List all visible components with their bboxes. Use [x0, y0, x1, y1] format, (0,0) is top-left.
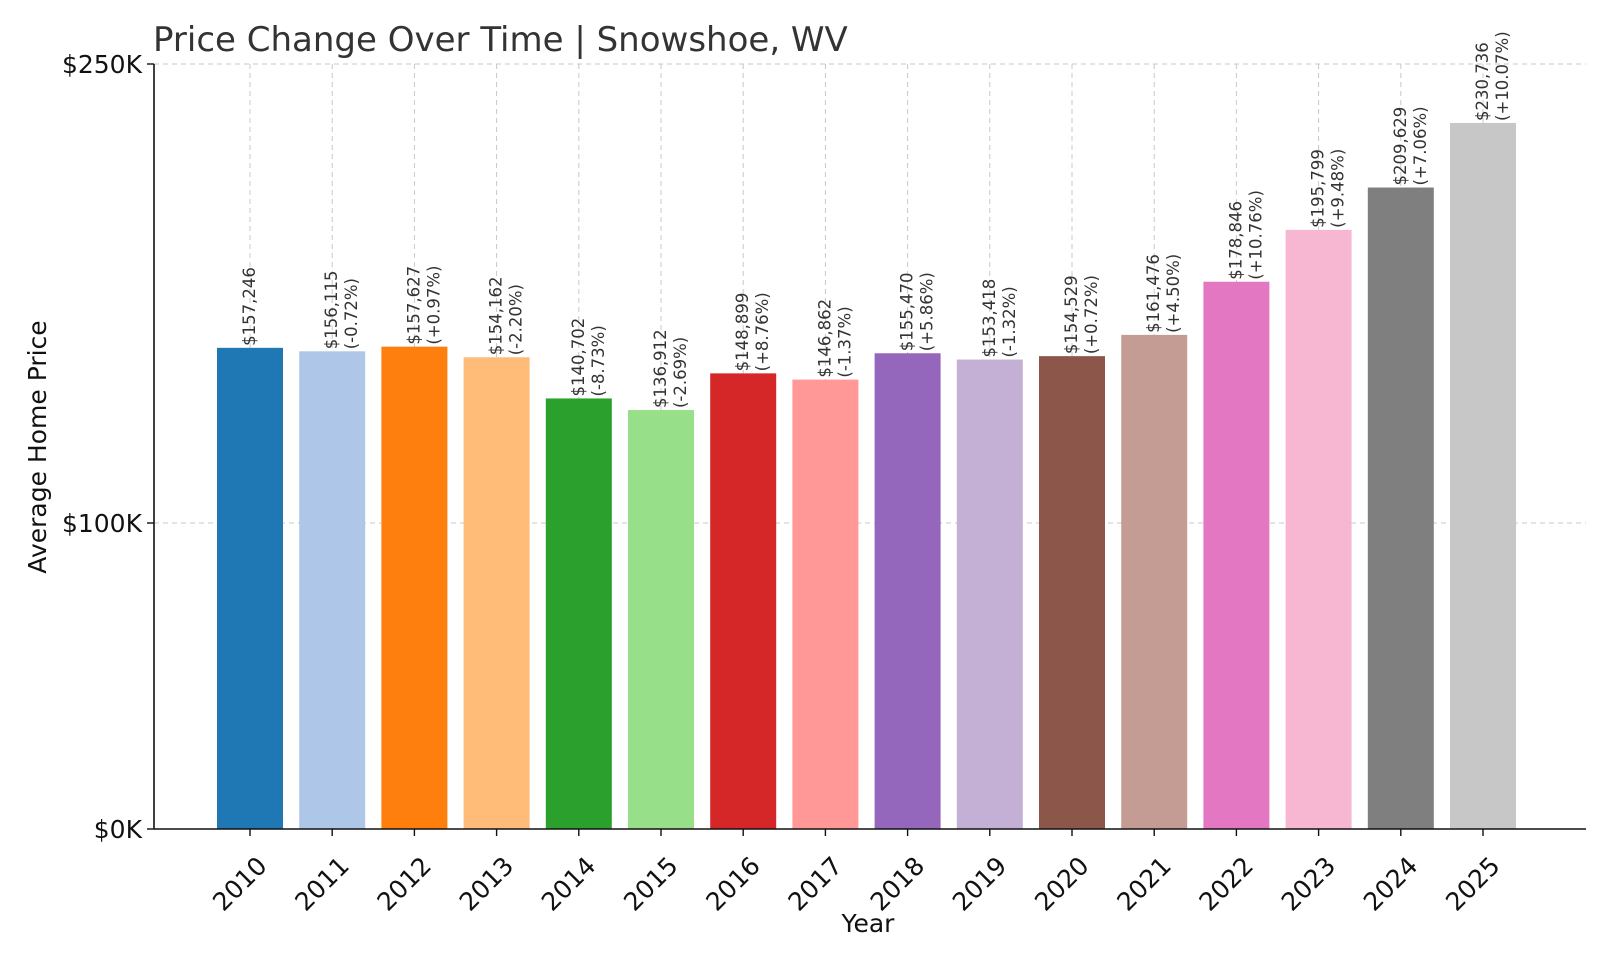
bar-2010 — [217, 347, 283, 829]
x-tick-label-2021: 2021 — [1111, 851, 1176, 916]
bar-value-label: $157,627 — [404, 266, 423, 345]
bar-value-label: $153,418 — [980, 279, 999, 358]
bar-2023 — [1285, 229, 1352, 830]
x-tick-label-2011: 2011 — [289, 851, 354, 916]
y-tick-label: $100K — [62, 509, 143, 538]
bar-2019 — [956, 359, 1023, 829]
bar-2020 — [1039, 356, 1105, 829]
bar-change-label: (+0.97%) — [424, 266, 443, 345]
x-tick-label-2018: 2018 — [865, 851, 930, 916]
x-tick-label-2024: 2024 — [1358, 851, 1423, 916]
bar-value-label: $230,736 — [1473, 42, 1492, 121]
bar-change-label: (-2.69%) — [671, 337, 690, 408]
bar-change-label: (+9.48%) — [1329, 149, 1348, 228]
y-ticks: $0K $100K $250K — [62, 50, 154, 844]
bar-change-label: (-0.72%) — [342, 278, 361, 349]
bar-value-label: $154,529 — [1062, 275, 1081, 354]
bar-value-label: $195,799 — [1309, 149, 1328, 228]
bar-value-label: $156,115 — [322, 271, 341, 350]
bar-2016 — [710, 373, 777, 829]
x-tick-label-2020: 2020 — [1029, 851, 1094, 916]
bar-2025 — [1450, 122, 1516, 830]
bar-2021 — [1121, 334, 1188, 829]
bar-change-label: (+10.07%) — [1493, 31, 1512, 121]
x-tick-label-2014: 2014 — [536, 851, 601, 916]
x-tick-label-2019: 2019 — [947, 851, 1012, 916]
bar-change-label: (-2.20%) — [507, 284, 526, 355]
x-tick-label-2012: 2012 — [372, 851, 437, 916]
x-tick-label-2010: 2010 — [207, 851, 272, 916]
bar-2018 — [874, 353, 941, 829]
x-tick-label-2023: 2023 — [1276, 851, 1341, 916]
x-tick-label-2017: 2017 — [783, 851, 848, 916]
bar-value-label: $136,912 — [651, 329, 670, 408]
bar-change-label: (-1.32%) — [1000, 286, 1019, 357]
bar-change-label: (-8.73%) — [589, 325, 608, 396]
x-ticks: 2010 2011 2012 2013 2014 2015 2016 2017 2018 2019… — [207, 829, 1506, 917]
y-tick-label: $250K — [62, 50, 143, 79]
bar-change-label: (+10.76%) — [1246, 190, 1265, 280]
bar-change-label: (+7.06%) — [1411, 106, 1430, 185]
bar-value-label: $154,162 — [487, 277, 506, 356]
bar-value-label: $140,702 — [569, 318, 588, 397]
bar-labels: $157,246 $156,115 (-0.72%) $157,627 (+0.97%)… — [240, 31, 1512, 408]
bar-2015 — [628, 410, 694, 829]
y-axis-label: Average Home Price — [23, 320, 52, 573]
bar-value-label: $155,470 — [898, 273, 917, 352]
bar-change-label: (+0.72%) — [1082, 275, 1101, 354]
y-tick-label: $0K — [94, 815, 143, 844]
bars — [217, 122, 1516, 830]
bar-value-label: $157,246 — [240, 267, 259, 346]
bar-change-label: (-1.37%) — [835, 306, 854, 377]
x-tick-label-2015: 2015 — [618, 851, 683, 916]
bar-value-label: $209,629 — [1391, 107, 1410, 186]
bar-change-label: (+5.86%) — [918, 272, 937, 351]
x-tick-label-2013: 2013 — [454, 851, 519, 916]
bar-2012 — [381, 346, 448, 829]
bar-value-label: $178,846 — [1226, 201, 1245, 280]
bar-change-label: (+8.76%) — [753, 292, 772, 371]
bar-2024 — [1367, 187, 1434, 829]
x-axis-label: Year — [841, 909, 896, 938]
bar-2011 — [299, 351, 366, 829]
x-tick-label-2016: 2016 — [700, 851, 765, 916]
bar-change-label: (+4.50%) — [1164, 254, 1183, 333]
x-tick-label-2022: 2022 — [1194, 851, 1259, 916]
bar-2017 — [792, 379, 859, 829]
x-tick-label-2025: 2025 — [1440, 851, 1505, 916]
bar-2013 — [463, 357, 530, 829]
bar-2022 — [1203, 281, 1270, 830]
bar-2014 — [545, 398, 612, 829]
chart-title: Price Change Over Time | Snowshoe, WV — [153, 20, 848, 60]
bar-value-label: $146,862 — [815, 299, 834, 378]
bar-value-label: $161,476 — [1144, 254, 1163, 333]
bar-value-label: $148,899 — [733, 293, 752, 372]
